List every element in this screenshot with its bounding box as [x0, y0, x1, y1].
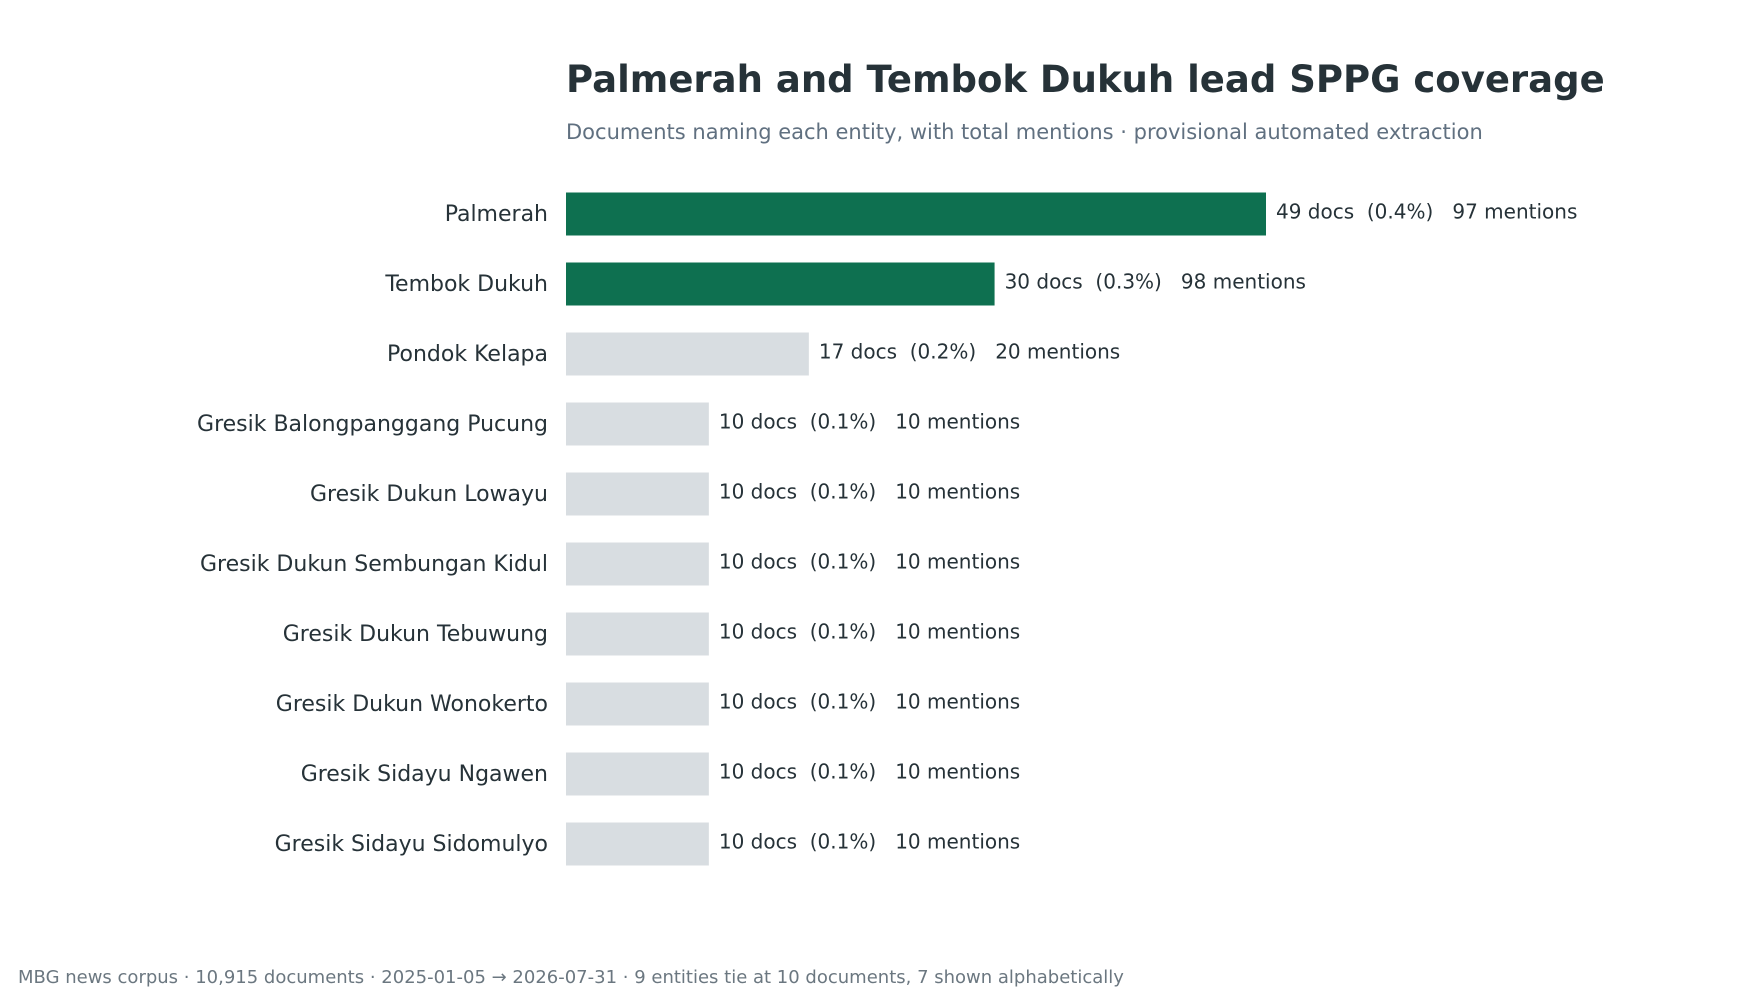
- bar: [566, 192, 1266, 236]
- value-label: 10 docs (0.1%) 10 mentions: [719, 550, 1020, 574]
- bar: [566, 542, 709, 586]
- bar: [566, 682, 709, 726]
- category-label: Pondok Kelapa: [387, 342, 548, 367]
- value-label: 49 docs (0.4%) 97 mentions: [1276, 200, 1577, 224]
- value-label: 10 docs (0.1%) 10 mentions: [719, 760, 1020, 784]
- value-label: 10 docs (0.1%) 10 mentions: [719, 410, 1020, 434]
- bar: [566, 472, 709, 516]
- category-label: Palmerah: [445, 202, 548, 227]
- bar: [566, 262, 995, 306]
- chart-title: Palmerah and Tembok Dukuh lead SPPG cove…: [566, 58, 1605, 101]
- value-label: 10 docs (0.1%) 10 mentions: [719, 690, 1020, 714]
- chart-footer: MBG news corpus · 10,915 documents · 202…: [18, 967, 1124, 988]
- bar: [566, 332, 809, 376]
- category-label: Gresik Dukun Lowayu: [310, 482, 548, 507]
- bar: [566, 752, 709, 796]
- value-label: 10 docs (0.1%) 10 mentions: [719, 830, 1020, 854]
- value-label: 30 docs (0.3%) 98 mentions: [1005, 270, 1306, 294]
- category-label: Gresik Sidayu Ngawen: [301, 762, 548, 787]
- category-label: Gresik Dukun Sembungan Kidul: [200, 552, 548, 577]
- category-label: Tembok Dukuh: [384, 272, 548, 297]
- bar: [566, 612, 709, 656]
- bar: [566, 822, 709, 866]
- category-label: Gresik Balongpanggang Pucung: [197, 412, 548, 437]
- value-label: 10 docs (0.1%) 10 mentions: [719, 620, 1020, 644]
- value-label: 10 docs (0.1%) 10 mentions: [719, 480, 1020, 504]
- category-label: Gresik Dukun Tebuwung: [283, 622, 548, 647]
- bar: [566, 402, 709, 446]
- chart-subtitle: Documents naming each entity, with total…: [566, 120, 1483, 144]
- value-label: 17 docs (0.2%) 20 mentions: [819, 340, 1120, 364]
- category-label: Gresik Dukun Wonokerto: [276, 692, 548, 717]
- category-label: Gresik Sidayu Sidomulyo: [275, 832, 548, 857]
- bars-group: Palmerah 49 docs (0.4%) 97 mentions Tembok…: [197, 192, 1577, 866]
